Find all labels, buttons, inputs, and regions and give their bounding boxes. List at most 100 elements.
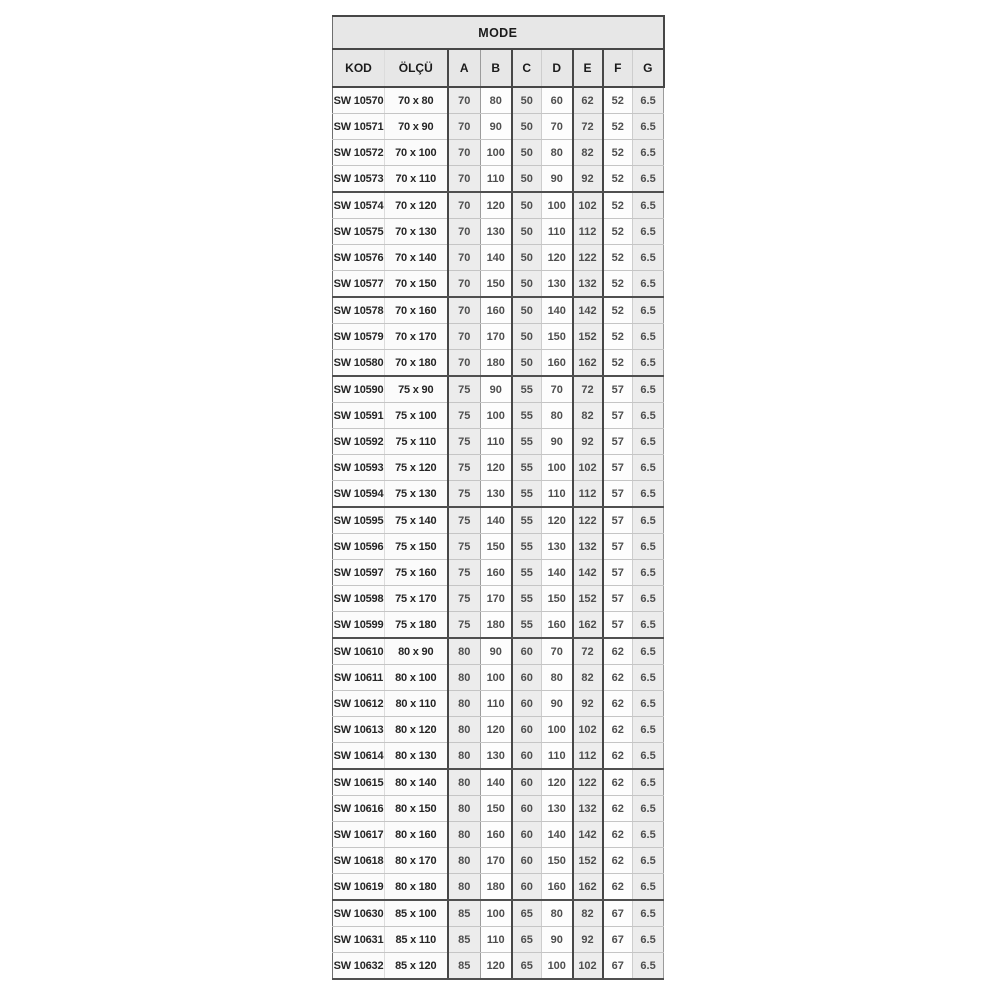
cell-g: 6.5 (631, 926, 665, 953)
cell-b: 170 (480, 585, 512, 612)
cell-g: 6.5 (631, 742, 665, 770)
cell-c: 50 (510, 192, 542, 219)
cell-a: 70 (446, 113, 481, 140)
cell-g: 6.5 (631, 244, 665, 271)
cell-b: 150 (480, 270, 512, 298)
cell-a: 75 (446, 585, 481, 612)
table-row: SW 10580 70 x 180 70 180 50 160 162 52 6.5 (332, 349, 665, 377)
cell-g: 6.5 (631, 559, 665, 586)
cell-c: 60 (510, 690, 542, 717)
cell-olcu: 80 x 110 (384, 690, 448, 717)
cell-kod: SW 10598 (332, 585, 385, 612)
cell-b: 110 (480, 926, 512, 953)
table-row: SW 10595 75 x 140 75 140 55 120 122 57 6.5 (332, 507, 665, 534)
column-header-b: B (480, 49, 512, 88)
cell-c: 60 (510, 716, 542, 743)
table-row: SW 10597 75 x 160 75 160 55 140 142 57 6.5 (332, 559, 665, 586)
cell-olcu: 75 x 110 (384, 428, 448, 455)
cell-g: 6.5 (631, 585, 665, 612)
cell-kod: SW 10596 (332, 533, 385, 560)
cell-kod: SW 10593 (332, 454, 385, 481)
cell-e: 92 (571, 926, 603, 953)
cell-olcu: 70 x 170 (384, 323, 448, 350)
cell-e: 112 (571, 480, 603, 508)
cell-b: 160 (480, 559, 512, 586)
table-row: SW 10590 75 x 90 75 90 55 70 72 57 6.5 (332, 376, 665, 403)
cell-e: 162 (571, 611, 603, 639)
cell-a: 85 (446, 900, 481, 927)
cell-olcu: 85 x 110 (384, 926, 448, 953)
cell-olcu: 70 x 110 (384, 165, 448, 193)
table-row: SW 10617 80 x 160 80 160 60 140 142 62 6.5 (332, 821, 665, 848)
cell-c: 50 (510, 165, 542, 193)
cell-g: 6.5 (631, 873, 665, 901)
cell-a: 80 (446, 795, 481, 822)
cell-e: 142 (571, 297, 603, 324)
cell-olcu: 70 x 100 (384, 139, 448, 166)
cell-g: 6.5 (631, 847, 665, 874)
cell-e: 142 (571, 821, 603, 848)
cell-e: 82 (571, 402, 603, 429)
cell-olcu: 80 x 120 (384, 716, 448, 743)
cell-e: 132 (571, 795, 603, 822)
cell-a: 70 (446, 87, 481, 114)
cell-c: 50 (510, 297, 542, 324)
size-spec-table: MODE KOD ÖLÇÜ A B C D E F G SW 10570 70 x… (332, 15, 665, 980)
cell-kod: SW 10592 (332, 428, 385, 455)
cell-c: 60 (510, 821, 542, 848)
cell-olcu: 70 x 160 (384, 297, 448, 324)
cell-a: 75 (446, 376, 481, 403)
cell-f: 52 (601, 87, 633, 114)
cell-f: 57 (601, 559, 633, 586)
cell-c: 60 (510, 847, 542, 874)
cell-e: 62 (571, 87, 603, 114)
cell-c: 55 (510, 454, 542, 481)
cell-e: 152 (571, 585, 603, 612)
cell-f: 62 (601, 716, 633, 743)
cell-d: 70 (541, 638, 573, 665)
cell-kod: SW 10630 (332, 900, 385, 927)
cell-g: 6.5 (631, 611, 665, 639)
cell-g: 6.5 (631, 376, 665, 403)
cell-d: 60 (541, 87, 573, 114)
cell-d: 160 (541, 349, 573, 377)
cell-f: 57 (601, 533, 633, 560)
cell-kod: SW 10617 (332, 821, 385, 848)
table-row: SW 10612 80 x 110 80 110 60 90 92 62 6.5 (332, 690, 665, 717)
cell-kod: SW 10590 (332, 376, 385, 403)
cell-f: 67 (601, 926, 633, 953)
cell-b: 140 (480, 244, 512, 271)
cell-kod: SW 10577 (332, 270, 385, 298)
cell-f: 52 (601, 192, 633, 219)
table-row: SW 10578 70 x 160 70 160 50 140 142 52 6.5 (332, 297, 665, 324)
table-row: SW 10579 70 x 170 70 170 50 150 152 52 6.5 (332, 323, 665, 350)
cell-olcu: 75 x 120 (384, 454, 448, 481)
cell-e: 102 (571, 192, 603, 219)
cell-a: 80 (446, 873, 481, 901)
cell-a: 75 (446, 611, 481, 639)
cell-c: 55 (510, 480, 542, 508)
table-row: SW 10613 80 x 120 80 120 60 100 102 62 6.5 (332, 716, 665, 743)
cell-a: 80 (446, 638, 481, 665)
cell-b: 120 (480, 952, 512, 980)
cell-kod: SW 10611 (332, 664, 385, 691)
cell-d: 130 (541, 795, 573, 822)
cell-f: 62 (601, 690, 633, 717)
cell-olcu: 70 x 120 (384, 192, 448, 219)
cell-c: 50 (510, 87, 542, 114)
cell-d: 80 (541, 139, 573, 166)
cell-f: 62 (601, 847, 633, 874)
cell-b: 160 (480, 297, 512, 324)
cell-e: 82 (571, 664, 603, 691)
table-row: SW 10577 70 x 150 70 150 50 130 132 52 6.5 (332, 270, 665, 298)
cell-d: 150 (541, 847, 573, 874)
cell-g: 6.5 (631, 297, 665, 324)
cell-b: 90 (480, 376, 512, 403)
cell-g: 6.5 (631, 192, 665, 219)
table-row: SW 10616 80 x 150 80 150 60 130 132 62 6.5 (332, 795, 665, 822)
cell-c: 50 (510, 270, 542, 298)
cell-f: 52 (601, 297, 633, 324)
cell-f: 52 (601, 323, 633, 350)
cell-f: 57 (601, 402, 633, 429)
cell-d: 100 (541, 192, 573, 219)
